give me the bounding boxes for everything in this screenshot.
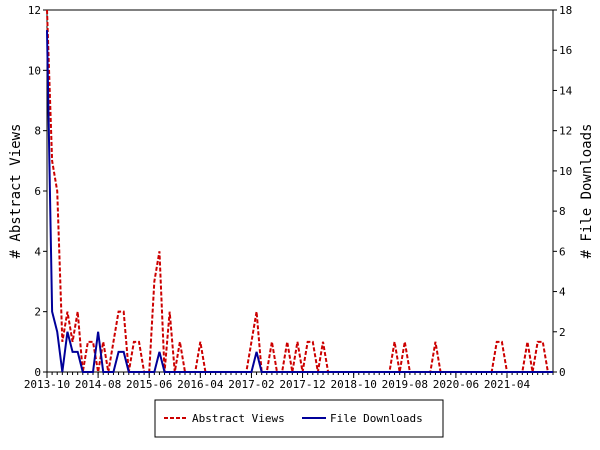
legend-label-file-downloads: File Downloads <box>330 412 423 425</box>
x-axis: 2013-10 2014-08 2015-06 2016-04 2017-02 2017-… <box>24 372 554 391</box>
x-tick-label: 2017-02 <box>228 378 274 391</box>
x-tick-label: 2013-10 <box>24 378 70 391</box>
y-left-tick-label: 6 <box>34 185 41 198</box>
y-right-tick-label: 14 <box>559 84 573 97</box>
y-left-tick-label: 2 <box>34 306 41 319</box>
y-left-axis-title: # Abstract Views <box>8 124 24 259</box>
x-tick-label: 2014-08 <box>75 378 121 391</box>
y-right-tick-label: 2 <box>559 326 566 339</box>
y-right-tick-label: 16 <box>559 44 572 57</box>
legend-label-abstract-views: Abstract Views <box>192 412 285 425</box>
series-layer <box>46 9 553 373</box>
y-right-tick-label: 18 <box>559 4 572 17</box>
y-left-axis: 0 2 4 6 8 10 12 <box>28 4 47 379</box>
x-tick-label: 2017-12 <box>279 378 325 391</box>
y-left-tick-label: 0 <box>34 366 41 379</box>
y-right-tick-label: 6 <box>559 245 566 258</box>
y-left-tick-label: 10 <box>28 64 41 77</box>
x-tick-label: 2020-06 <box>433 378 479 391</box>
x-tick-label: 2018-10 <box>330 378 376 391</box>
y-right-tick-label: 8 <box>559 205 566 218</box>
y-right-tick-label: 12 <box>559 125 572 138</box>
y-left-tick-label: 4 <box>34 245 41 258</box>
y-right-tick-label: 0 <box>559 366 566 379</box>
legend-box <box>154 399 444 438</box>
x-tick-label: 2019-08 <box>382 378 428 391</box>
y-right-axis-title: # File Downloads <box>579 124 595 259</box>
legend: Abstract Views File Downloads <box>154 399 444 438</box>
x-tick-label: 2015-06 <box>126 378 172 391</box>
y-right-tick-label: 10 <box>559 165 572 178</box>
y-left-tick-label: 8 <box>34 125 41 138</box>
plot-area <box>46 9 554 373</box>
x-tick-label: 2021-04 <box>484 378 531 391</box>
y-right-axis: 0 2 4 6 8 10 12 14 16 18 <box>553 4 573 379</box>
x-tick-label: 2016-04 <box>177 378 224 391</box>
y-right-tick-label: 4 <box>559 286 566 299</box>
series-line-file-downloads <box>46 30 553 373</box>
y-left-tick-label: 12 <box>28 4 41 17</box>
